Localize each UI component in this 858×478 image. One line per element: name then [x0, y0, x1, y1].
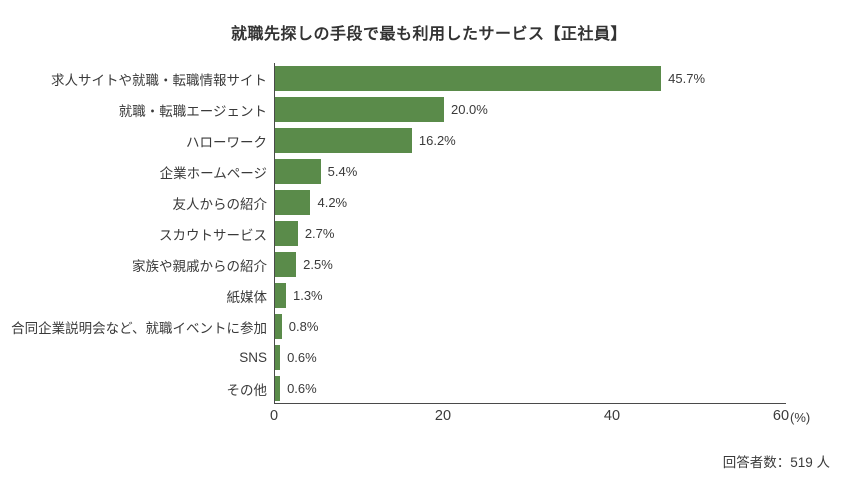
bar-row: SNS 0.6% — [8, 342, 782, 373]
bar-row: 友人からの紹介 4.2% — [8, 187, 782, 218]
x-tick-label: 0 — [269, 408, 279, 424]
value-label: 2.5% — [303, 257, 333, 272]
x-axis-ticks: (%) 0 20 40 60 — [270, 408, 810, 428]
bar — [275, 128, 412, 153]
bar — [275, 159, 321, 184]
bar-track: 2.7% — [275, 218, 782, 249]
bar — [275, 221, 298, 246]
value-label: 0.8% — [288, 319, 319, 334]
bar-track: 2.5% — [275, 249, 782, 280]
category-label: その他 — [226, 382, 268, 398]
x-tick-label: 20 — [434, 408, 452, 424]
bar-track: 0.6% — [275, 373, 782, 404]
bar-row: 家族や親戚からの紹介 2.5% — [8, 249, 782, 280]
value-label: 45.7% — [668, 71, 706, 86]
bar-row: スカウトサービス 2.7% — [8, 218, 782, 249]
bar-row: 就職・転職エージェント 20.0% — [8, 94, 782, 125]
bar — [275, 314, 282, 339]
value-label: 2.7% — [304, 226, 335, 241]
bar-track: 16.2% — [275, 125, 782, 156]
bar — [275, 190, 311, 215]
x-axis-unit-label: (%) — [790, 410, 811, 425]
y-axis-line — [274, 63, 275, 404]
bar — [275, 345, 281, 370]
category-label: スカウトサービス — [159, 227, 267, 243]
bar-row: 企業ホームページ 5.4% — [8, 156, 782, 187]
category-label: ハローワーク — [186, 134, 267, 150]
bar — [275, 252, 297, 277]
bar — [275, 283, 286, 308]
bar-track: 4.2% — [275, 187, 782, 218]
chart-title: 就職先探しの手段で最も利用したサービス【正社員】 — [230, 26, 627, 43]
category-label: 企業ホームページ — [159, 165, 267, 181]
bar — [275, 97, 444, 122]
value-label: 1.3% — [292, 288, 323, 303]
value-label: 4.2% — [317, 195, 348, 210]
value-label: 0.6% — [287, 350, 317, 365]
bar-row: 合同企業説明会など、就職イベントに参加 0.8% — [8, 311, 782, 342]
value-label: 5.4% — [327, 164, 358, 179]
bar-row: ハローワーク 16.2% — [8, 125, 782, 156]
bar-track: 45.7% — [275, 63, 782, 94]
bar-row: 求人サイトや就職・転職情報サイト 45.7% — [8, 63, 782, 94]
value-label: 0.6% — [287, 381, 317, 396]
category-label: 友人からの紹介 — [172, 196, 268, 212]
bar-track: 20.0% — [275, 94, 782, 125]
bar — [275, 66, 662, 91]
value-label: 20.0% — [450, 102, 488, 117]
category-label: 家族や親戚からの紹介 — [132, 258, 267, 274]
bar-track: 0.6% — [275, 342, 782, 373]
x-tick-label: 60 — [772, 408, 790, 424]
bar-row: 紙媒体 1.3% — [8, 280, 782, 311]
x-tick-label: 40 — [603, 408, 621, 424]
bar-row: その他 0.6% — [8, 373, 782, 404]
bar-track: 0.8% — [275, 311, 782, 342]
bar-track: 5.4% — [275, 156, 782, 187]
category-label: 紙媒体 — [226, 289, 268, 305]
bar-track: 1.3% — [275, 280, 782, 311]
category-label: 合同企業説明会など、就職イベントに参加 — [11, 320, 267, 336]
respondents-note: 回答者数：519 人 — [722, 455, 830, 470]
category-label: SNS — [239, 350, 267, 365]
bar-rows: 求人サイトや就職・転職情報サイト 45.7% 就職・転職エージェント 20.0% ハロー… — [8, 63, 782, 404]
bar — [275, 376, 281, 401]
value-label: 16.2% — [418, 133, 456, 148]
x-axis-line — [274, 403, 786, 404]
category-label: 就職・転職エージェント — [118, 103, 267, 119]
category-label: 求人サイトや就職・転職情報サイト — [51, 72, 267, 88]
